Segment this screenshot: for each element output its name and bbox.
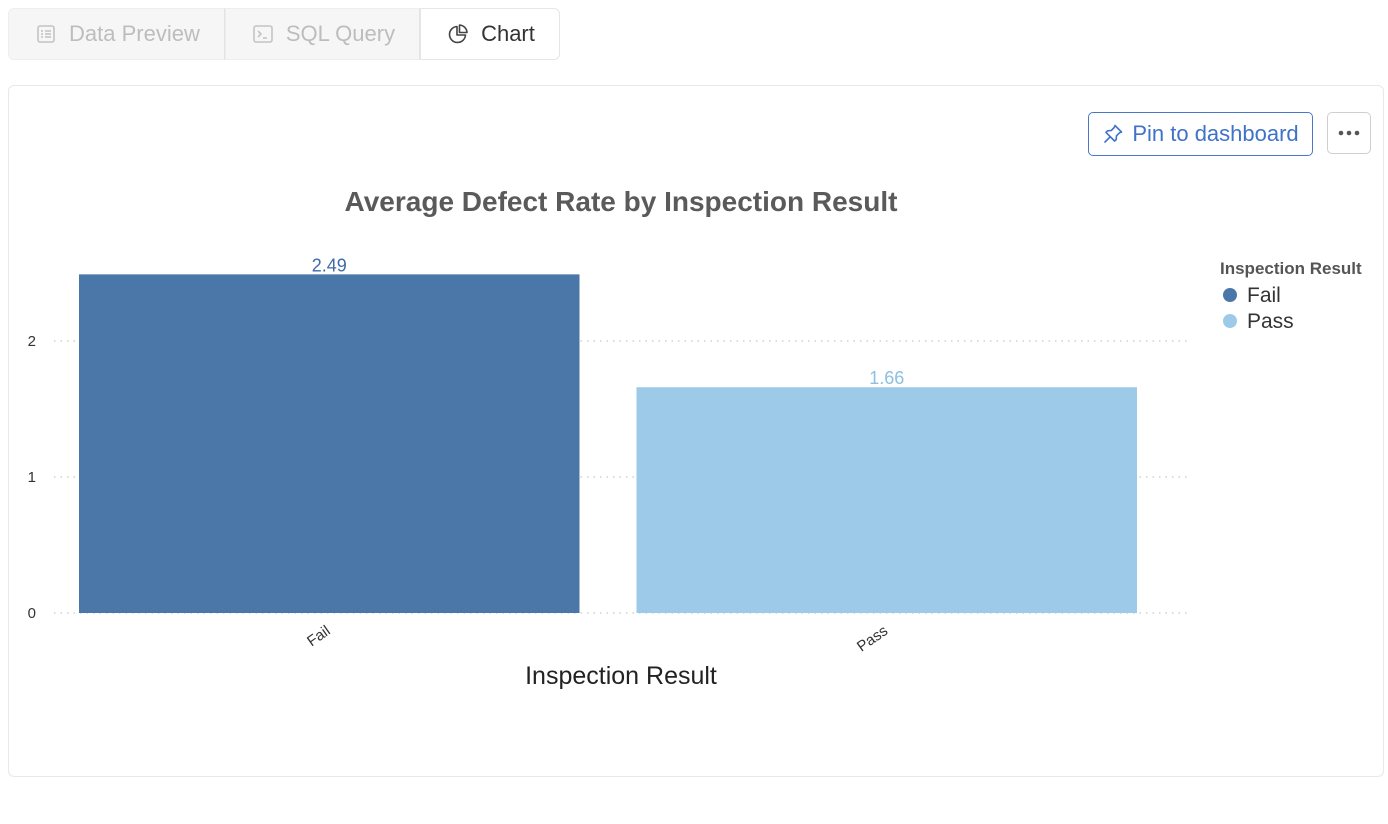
data-label-pass: 1.66: [869, 368, 904, 388]
legend-title: Inspection Result: [1220, 259, 1362, 278]
table-icon: [35, 23, 57, 45]
tab-chart[interactable]: Chart: [420, 8, 560, 60]
chart-title: Average Defect Rate by Inspection Result: [345, 186, 898, 217]
more-options-button[interactable]: [1327, 112, 1371, 154]
tab-label: Data Preview: [69, 21, 200, 46]
legend-item-pass[interactable]: Pass: [1223, 310, 1294, 333]
chart-card: Pin to dashboard Average Defect Rate by …: [8, 85, 1384, 777]
legend-item-fail[interactable]: Fail: [1223, 284, 1281, 307]
terminal-icon: [252, 23, 274, 45]
legend-swatch-pass: [1223, 314, 1237, 328]
pin-icon: [1102, 123, 1124, 145]
legend-swatch-fail: [1223, 288, 1237, 302]
more-horizontal-icon: [1338, 130, 1360, 136]
pin-button-label: Pin to dashboard: [1132, 121, 1299, 146]
legend: Inspection Result Fail Pass: [1220, 259, 1362, 333]
pin-to-dashboard-button[interactable]: Pin to dashboard: [1088, 112, 1313, 156]
bar-pass[interactable]: [636, 387, 1138, 613]
y-axis-ticks: 0 1 2: [28, 333, 36, 622]
tab-sql-query[interactable]: SQL Query: [224, 8, 421, 60]
tab-data-preview[interactable]: Data Preview: [8, 8, 225, 60]
x-axis-title: Inspection Result: [525, 662, 717, 690]
bar-chart: Average Defect Rate by Inspection Result…: [28, 186, 1362, 690]
x-axis-ticks: Fail Pass: [304, 622, 891, 655]
bar-fail[interactable]: [79, 274, 580, 613]
legend-label-pass: Pass: [1247, 310, 1294, 333]
legend-label-fail: Fail: [1247, 284, 1281, 307]
data-label-fail: 2.49: [312, 255, 347, 275]
x-tick-label-fail: Fail: [304, 622, 334, 650]
tab-bar: Data Preview SQL Query Chart: [8, 8, 560, 60]
tab-label: Chart: [481, 21, 535, 46]
x-tick-label-pass: Pass: [854, 622, 891, 655]
tab-label: SQL Query: [285, 21, 396, 46]
y-tick-label: 1: [28, 469, 36, 486]
pie-chart-icon: [447, 23, 469, 45]
bars: 2.49 1.66: [79, 255, 1137, 613]
y-tick-label: 0: [28, 605, 36, 622]
y-tick-label: 2: [28, 333, 36, 350]
